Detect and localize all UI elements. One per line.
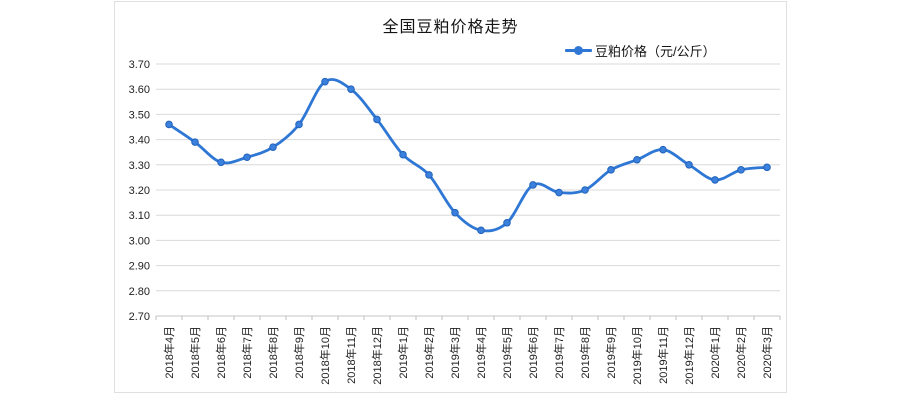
x-tick-label: 2018年11月 bbox=[344, 326, 358, 384]
y-tick-label: 3.70 bbox=[129, 59, 150, 71]
data-point-marker bbox=[373, 115, 381, 124]
y-tick-label: 3.50 bbox=[129, 109, 150, 121]
y-tick-label: 2.70 bbox=[129, 311, 150, 323]
data-point-marker bbox=[451, 208, 459, 217]
x-tick-label: 2019年12月 bbox=[682, 326, 696, 385]
data-points bbox=[165, 77, 771, 235]
x-tick-label: 2019年7月 bbox=[552, 326, 566, 379]
y-tick-label: 3.30 bbox=[129, 160, 150, 172]
y-tick-label: 3.20 bbox=[129, 185, 150, 197]
legend: 豆粕价格（元/公斤） bbox=[565, 41, 716, 60]
x-tick-label: 2019年9月 bbox=[604, 326, 618, 379]
x-tick-label: 2020年1月 bbox=[708, 326, 722, 379]
x-tick-label: 2020年3月 bbox=[760, 326, 774, 379]
x-tick-label: 2018年10月 bbox=[318, 326, 332, 385]
y-tick-label: 3.10 bbox=[129, 210, 150, 222]
data-point-marker bbox=[217, 158, 225, 167]
series-line bbox=[167, 78, 769, 233]
data-point-marker bbox=[191, 138, 199, 146]
data-point-marker bbox=[269, 143, 277, 151]
data-point-marker bbox=[659, 145, 667, 154]
y-axis-labels: 2.70 2.80 2.90 3.00 3.10 3.20 3.30 3.40 3.50 3.60… bbox=[129, 59, 150, 323]
y-tick-label: 3.00 bbox=[129, 235, 150, 247]
x-axis-labels: 2018年4月 2018年5月 2018年6月 2018年7月 2018年8月 2018年… bbox=[162, 326, 774, 385]
data-point-marker bbox=[529, 181, 537, 189]
x-tick-label: 2020年2月 bbox=[734, 326, 748, 379]
x-tick-label: 2019年3月 bbox=[448, 326, 462, 379]
x-tick-label: 2018年5月 bbox=[188, 326, 202, 379]
x-tick-label: 2018年9月 bbox=[292, 326, 306, 379]
data-point-marker bbox=[737, 166, 745, 174]
x-tick-label: 2018年6月 bbox=[214, 326, 228, 379]
data-point-marker bbox=[295, 120, 303, 129]
x-tick-label: 2018年12月 bbox=[370, 326, 384, 385]
x-tick-label: 2019年4月 bbox=[474, 326, 488, 379]
data-point-marker bbox=[633, 155, 641, 164]
x-tick-label: 2018年7月 bbox=[240, 326, 254, 379]
x-tick-label: 2019年1月 bbox=[396, 326, 410, 379]
x-axis-ticks bbox=[155, 316, 781, 320]
data-point-marker bbox=[399, 150, 407, 159]
gridlines bbox=[156, 63, 780, 317]
chart-window: 全国豆粕价格走势 豆粕价格（元/公斤） 2.70 2.80 2.90 3.00 3.10… bbox=[114, 1, 787, 393]
x-tick-label: 2019年11月 bbox=[656, 326, 670, 384]
x-tick-label: 2018年4月 bbox=[162, 326, 176, 379]
data-point-marker bbox=[685, 161, 693, 169]
x-tick-label: 2019年5月 bbox=[500, 326, 514, 379]
chart-title: 全国豆粕价格走势 bbox=[382, 19, 519, 36]
data-point-marker bbox=[555, 188, 563, 197]
x-tick-label: 2019年10月 bbox=[630, 326, 644, 385]
x-tick-label: 2018年8月 bbox=[266, 326, 280, 379]
x-tick-label: 2019年8月 bbox=[578, 326, 592, 379]
data-point-marker bbox=[425, 171, 433, 179]
data-point-marker bbox=[711, 176, 719, 184]
plot-canvas: 2.70 2.80 2.90 3.00 3.10 3.20 3.30 3.40 3.50 3.60… bbox=[129, 59, 781, 385]
y-tick-label: 2.80 bbox=[129, 286, 150, 298]
data-point-marker bbox=[321, 77, 329, 86]
data-point-marker bbox=[763, 163, 771, 172]
data-point-marker bbox=[477, 226, 485, 235]
legend-label: 豆粕价格（元/公斤） bbox=[595, 44, 716, 59]
data-point-marker bbox=[607, 166, 615, 174]
data-point-marker bbox=[503, 218, 511, 227]
x-tick-label: 2019年6月 bbox=[526, 326, 540, 379]
y-tick-label: 3.60 bbox=[129, 84, 150, 96]
legend-dot-icon bbox=[574, 46, 583, 55]
data-point-marker bbox=[347, 85, 355, 93]
x-tick-label: 2019年2月 bbox=[422, 326, 436, 379]
data-point-marker bbox=[243, 153, 251, 162]
data-point-marker bbox=[165, 120, 173, 129]
legend-line-marker-icon bbox=[565, 46, 592, 55]
y-tick-label: 3.40 bbox=[129, 135, 150, 147]
data-point-marker bbox=[581, 186, 589, 194]
y-tick-label: 2.90 bbox=[129, 261, 150, 273]
